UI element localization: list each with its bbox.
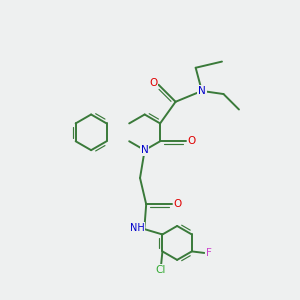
- Text: O: O: [174, 199, 182, 209]
- Text: NH: NH: [130, 223, 144, 232]
- Text: F: F: [206, 248, 212, 258]
- Text: Cl: Cl: [156, 265, 166, 275]
- Text: O: O: [149, 78, 158, 88]
- Text: N: N: [198, 86, 206, 96]
- Text: N: N: [141, 145, 148, 155]
- Text: O: O: [188, 136, 196, 146]
